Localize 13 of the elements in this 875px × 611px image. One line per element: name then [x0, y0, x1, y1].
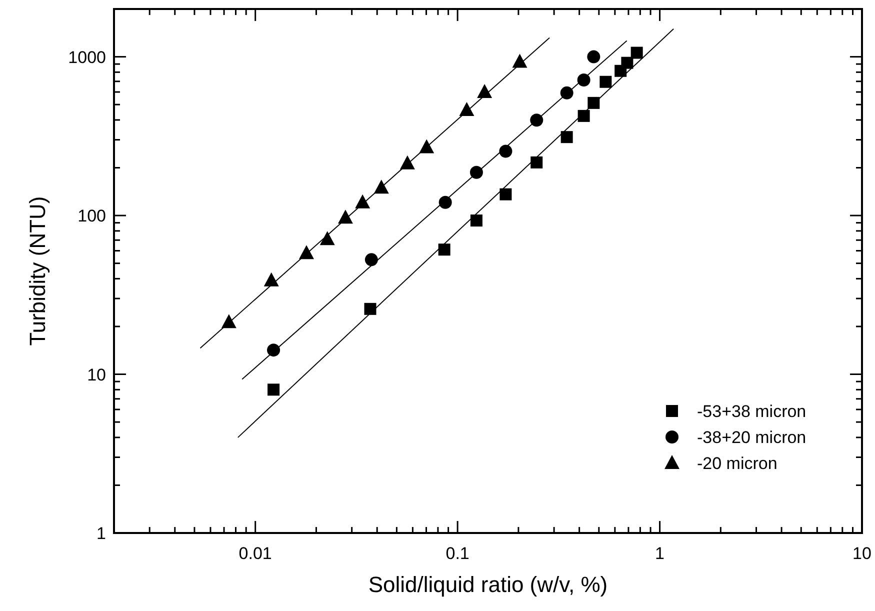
y-tick-label: 1: [96, 524, 106, 543]
legend-label: -20 micron: [697, 454, 778, 473]
x-tick-label: 10: [852, 544, 872, 563]
y-axis-title: Turbidity (NTU): [25, 196, 50, 346]
x-tick-label: 0.01: [238, 544, 272, 563]
y-tick-label: 10: [87, 365, 106, 384]
x-tick-label: 1: [655, 544, 665, 563]
y-tick-label: 1000: [68, 48, 106, 67]
legend-label: -38+20 micron: [697, 428, 806, 447]
y-tick-label: 100: [78, 206, 106, 226]
x-axis-title: Solid/liquid ratio (w/v, %): [368, 572, 608, 597]
legend-label: -53+38 micron: [697, 402, 806, 421]
x-tick-label: 0.1: [446, 544, 470, 563]
